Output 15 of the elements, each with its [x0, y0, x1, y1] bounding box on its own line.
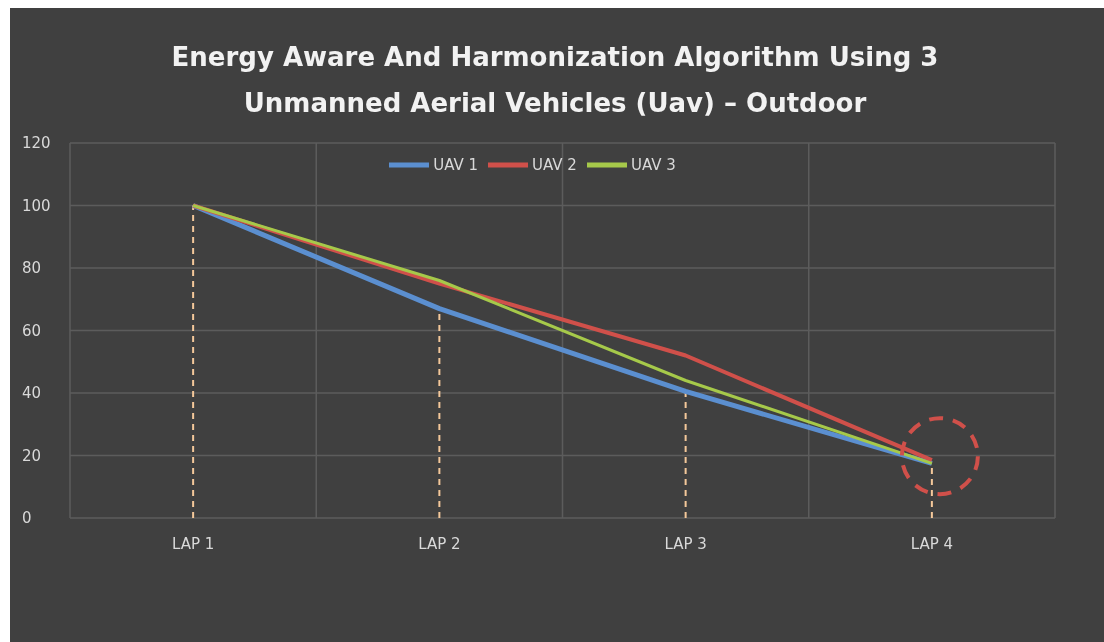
chart-title: Energy Aware And Harmonization Algorithm Using 3 Unmanned Aerial Vehicles (Uav) – Outdoor: [170, 41, 940, 120]
x-tick-label: LAP 2: [418, 534, 461, 553]
x-tick-label: LAP 1: [171, 534, 215, 553]
y-tick-label: 100: [22, 196, 51, 215]
legend-label: UAV 2: [532, 155, 577, 174]
y-tick-label: 120: [22, 134, 51, 153]
legend-label: UAV 3: [630, 155, 676, 174]
y-tick-label: 40: [22, 384, 42, 403]
y-tick-label: 20: [22, 446, 42, 465]
y-tick-label: 0: [22, 509, 32, 528]
x-tick-label: LAP 3: [664, 534, 707, 553]
x-tick-label: LAP 4: [910, 534, 954, 553]
y-tick-label: 60: [22, 321, 42, 340]
legend-label: UAV 1: [433, 155, 479, 174]
y-tick-label: 80: [22, 259, 42, 278]
